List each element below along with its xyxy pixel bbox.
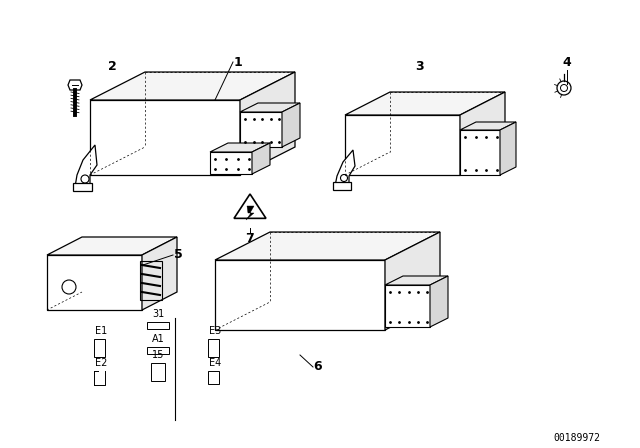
Polygon shape [460, 130, 500, 175]
Polygon shape [282, 103, 300, 147]
Polygon shape [215, 232, 440, 260]
Text: 15: 15 [152, 350, 164, 360]
Bar [94, 339, 105, 357]
Text: 00189972: 00189972 [553, 433, 600, 443]
Text: 6: 6 [314, 361, 323, 374]
Text: 5: 5 [173, 249, 182, 262]
Polygon shape [335, 150, 355, 186]
Text: E2: E2 [95, 358, 107, 368]
Polygon shape [68, 80, 82, 90]
Text: E4: E4 [209, 358, 221, 368]
Bar [208, 371, 219, 384]
Bar [147, 347, 169, 354]
Polygon shape [240, 72, 295, 175]
Polygon shape [345, 92, 505, 115]
Polygon shape [460, 122, 516, 130]
Text: 7: 7 [246, 232, 254, 245]
Polygon shape [234, 194, 266, 218]
Polygon shape [210, 152, 252, 174]
Polygon shape [73, 183, 92, 191]
Polygon shape [47, 237, 177, 255]
Polygon shape [333, 182, 351, 190]
Polygon shape [500, 122, 516, 175]
Text: 3: 3 [416, 60, 424, 73]
Polygon shape [385, 276, 448, 285]
Text: E3: E3 [209, 326, 221, 336]
Polygon shape [90, 100, 240, 175]
Polygon shape [215, 260, 385, 330]
Polygon shape [210, 143, 270, 152]
Polygon shape [240, 103, 300, 112]
Polygon shape [385, 285, 430, 327]
Bar [208, 339, 219, 357]
Polygon shape [246, 206, 254, 220]
Polygon shape [430, 276, 448, 327]
Polygon shape [345, 115, 460, 175]
Text: 1: 1 [234, 56, 243, 69]
Polygon shape [90, 72, 295, 100]
Bar [151, 363, 165, 381]
Polygon shape [142, 237, 177, 310]
Text: A1: A1 [152, 334, 164, 344]
Polygon shape [252, 143, 270, 174]
Polygon shape [240, 112, 282, 147]
Polygon shape [75, 145, 97, 187]
Polygon shape [47, 255, 142, 310]
Text: 4: 4 [563, 56, 572, 69]
Polygon shape [385, 232, 440, 330]
Text: 2: 2 [108, 60, 116, 73]
Text: E1: E1 [95, 326, 107, 336]
Bar [147, 322, 169, 329]
Polygon shape [460, 92, 505, 175]
Text: 31: 31 [152, 309, 164, 319]
